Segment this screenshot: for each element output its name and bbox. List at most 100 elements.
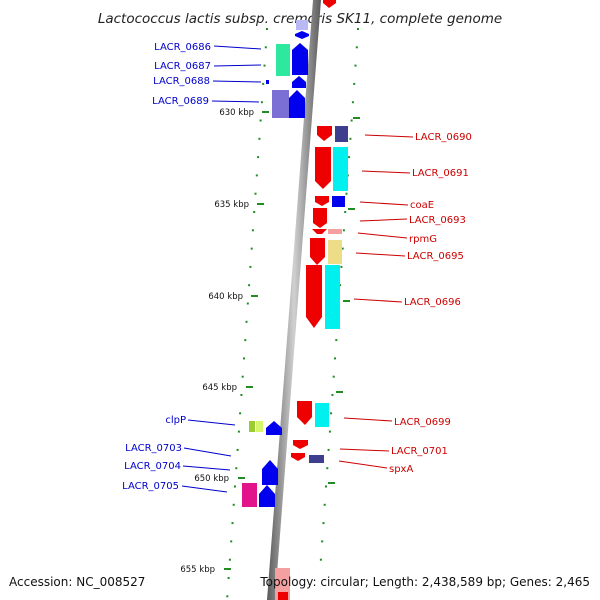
scale-dot — [254, 192, 257, 195]
gene-feature-spxa[interactable] — [291, 453, 324, 463]
gene-feature-lacr0705[interactable] — [242, 483, 275, 507]
gene-label-rpmg[interactable]: rpmG — [409, 234, 437, 245]
scale-dot — [345, 192, 348, 195]
gene-feature-lacr0695[interactable] — [310, 238, 342, 265]
scale-dot — [263, 64, 266, 67]
scale-dot — [258, 137, 261, 140]
gene-feature-lacr0689[interactable] — [272, 90, 305, 118]
gene-partial-bottom[interactable] — [275, 568, 290, 600]
scale-dot — [227, 577, 230, 579]
gene-feature-lacr0690[interactable] — [317, 126, 348, 142]
gene-label-lacr0703[interactable]: LACR_0703 — [125, 443, 182, 454]
scale-dot — [321, 540, 324, 543]
scale-dot — [351, 101, 354, 104]
gene-feature-lacr0696[interactable] — [306, 265, 340, 329]
gene-label-lacr0686[interactable]: LACR_0686 — [154, 42, 211, 53]
gene-feature-coae[interactable] — [315, 196, 345, 207]
gene-label-lacr0691[interactable]: LACR_0691 — [412, 168, 469, 179]
kbp-label-640: 640 kbp — [208, 292, 243, 302]
scale-dot — [349, 137, 352, 140]
scale-dot — [339, 284, 342, 287]
gene-feature-clpp[interactable] — [249, 421, 282, 435]
scale-dot — [235, 467, 238, 470]
gene-label-clpp[interactable]: clpP — [165, 415, 186, 426]
gene-partial-top[interactable] — [323, 0, 336, 8]
scale-dot — [231, 522, 234, 525]
gene-feature-lacr0686[interactable] — [295, 20, 309, 39]
kbp-label-635: 635 kbp — [214, 200, 249, 210]
map-title: Lactococcus lactis subsp. cremoris SK11,… — [98, 11, 502, 27]
scale-dot — [334, 357, 336, 360]
scale-dot — [344, 211, 347, 213]
scale-dot — [240, 394, 243, 396]
scale-dot — [341, 247, 344, 250]
scale-ticks: 630 kbp 635 kbp 640 kbp 645 kbp 650 kbp … — [180, 108, 360, 575]
gene-label-spxa[interactable]: spxA — [389, 464, 413, 475]
scale-dot — [230, 540, 233, 543]
scale-dot — [355, 46, 358, 49]
scale-dot — [264, 46, 267, 49]
scale-dot — [259, 119, 262, 122]
scale-dot — [325, 485, 327, 488]
scale-dot — [357, 28, 359, 30]
scale-dot — [255, 174, 258, 177]
scale-dot — [327, 448, 330, 451]
genome-summary: Topology: circular; Length: 2,438,589 bp… — [259, 575, 590, 589]
scale-dot — [266, 28, 268, 30]
scale-dot — [350, 119, 353, 122]
scale-dot — [353, 82, 356, 85]
scale-dot — [243, 357, 245, 360]
gene-feature-lacr0701[interactable] — [293, 440, 308, 449]
scale-dot — [328, 430, 331, 433]
right-leader-lines — [338, 134, 414, 469]
gene-feature-lacr0691[interactable] — [315, 147, 348, 191]
scale-dot — [226, 595, 229, 598]
gene-label-lacr0699[interactable]: LACR_0699 — [394, 417, 451, 428]
gene-feature-lacr0693[interactable] — [313, 208, 327, 228]
scale-dot — [241, 375, 244, 378]
scale-dot — [236, 448, 239, 451]
gene-label-lacr0690[interactable]: LACR_0690 — [415, 132, 472, 143]
kbp-label-650: 650 kbp — [194, 474, 229, 484]
gene-feature-lacr0699[interactable] — [297, 401, 329, 427]
gene-feature-lacr0687[interactable] — [276, 43, 308, 76]
scale-dot — [262, 82, 265, 85]
gene-feature-lacr0688[interactable] — [266, 76, 306, 88]
gene-label-lacr0688[interactable]: LACR_0688 — [153, 76, 210, 87]
kbp-label-655: 655 kbp — [180, 565, 215, 575]
scale-dot — [248, 284, 251, 287]
genome-backbone — [267, 0, 321, 600]
scale-dot — [251, 229, 254, 232]
gene-label-lacr0696[interactable]: LACR_0696 — [404, 297, 461, 308]
scale-dot — [245, 320, 248, 323]
scale-dot — [244, 339, 247, 342]
gene-feature-rpmg[interactable] — [312, 229, 342, 234]
gene-label-lacr0693[interactable]: LACR_0693 — [409, 215, 466, 226]
accession-label: Accession: NC_008527 — [9, 575, 145, 589]
scale-dot — [319, 558, 322, 561]
scale-dot — [257, 156, 260, 159]
gene-label-lacr0687[interactable]: LACR_0687 — [154, 61, 211, 72]
gene-label-lacr0689[interactable]: LACR_0689 — [152, 96, 209, 107]
kbp-label-645: 645 kbp — [202, 383, 237, 393]
gene-label-lacr0695[interactable]: LACR_0695 — [407, 251, 464, 262]
scale-dot — [326, 467, 329, 470]
scale-dot — [253, 211, 256, 213]
scale-dot — [249, 265, 252, 268]
scale-dot — [237, 430, 240, 433]
scale-dot — [348, 156, 351, 159]
gene-label-lacr0704[interactable]: LACR_0704 — [124, 461, 181, 472]
scale-dot — [332, 375, 335, 378]
gene-label-lacr0701[interactable]: LACR_0701 — [391, 446, 448, 457]
gene-label-coae[interactable]: coaE — [410, 200, 434, 211]
scale-dot — [234, 485, 236, 488]
scale-dot — [340, 265, 343, 268]
kbp-label-630: 630 kbp — [219, 108, 254, 118]
scale-dot — [228, 558, 231, 561]
scale-dot — [331, 394, 334, 396]
scale-dot — [260, 101, 263, 104]
scale-dot — [250, 247, 253, 250]
gene-feature-lacr0703[interactable] — [262, 460, 278, 485]
gene-label-lacr0705[interactable]: LACR_0705 — [122, 481, 179, 492]
